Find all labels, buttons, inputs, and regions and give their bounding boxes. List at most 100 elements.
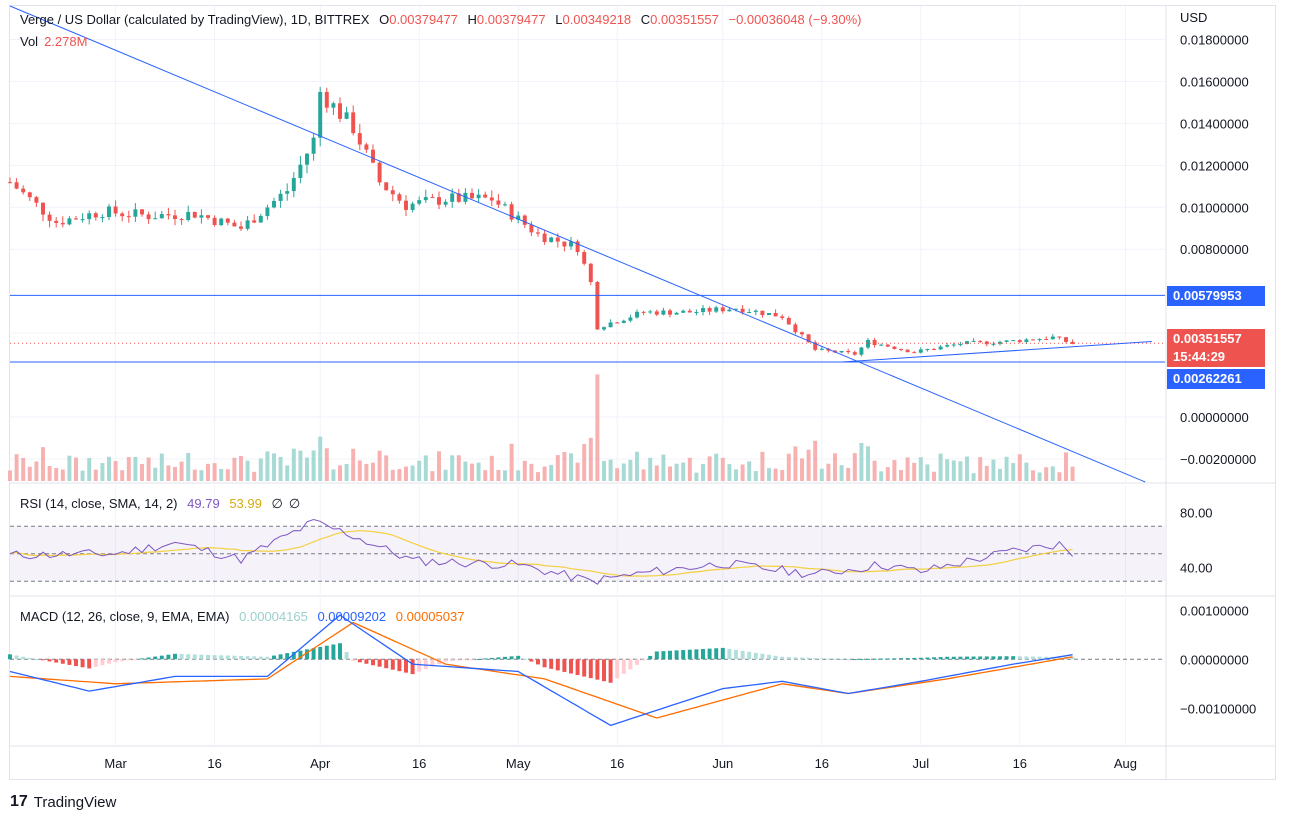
volume-bar — [410, 465, 415, 481]
macd-histogram-bar — [872, 658, 877, 660]
price-tick-label: 0.01800000 — [1180, 33, 1249, 48]
macd-histogram-bar — [344, 652, 349, 660]
volume-bar — [509, 443, 514, 481]
volume-bar — [357, 460, 362, 481]
macd-histogram-bar — [866, 658, 870, 660]
macd-histogram-bar — [780, 656, 785, 660]
volume-bar — [80, 470, 85, 481]
macd-histogram-bar — [331, 644, 336, 660]
candle — [800, 332, 804, 335]
candle — [542, 233, 547, 243]
candle — [1070, 341, 1075, 344]
close-value: C0.00351557 — [640, 12, 719, 27]
candle — [21, 188, 26, 193]
tradingview-brand[interactable]: 17 TradingView — [10, 793, 116, 811]
candle — [991, 343, 996, 345]
candle — [371, 149, 375, 163]
time-tick-label: Jun — [712, 756, 733, 771]
macd-histogram-bar — [423, 659, 428, 670]
volume-bar — [516, 470, 521, 481]
support-price-tag: 0.00262261 — [1167, 369, 1265, 389]
candle — [496, 200, 501, 205]
volume-bar — [1070, 466, 1075, 481]
candle — [1011, 340, 1016, 342]
candle — [41, 202, 45, 215]
candle — [509, 204, 514, 220]
candle — [707, 307, 712, 312]
volume-bar — [232, 457, 237, 481]
macd-histogram-bar — [206, 654, 210, 660]
price-tick-label: 0.01000000 — [1180, 200, 1249, 215]
volume-bar — [905, 457, 910, 481]
countdown-timer: 15:44:29 — [1173, 349, 1226, 364]
symbol-legend: Verge / US Dollar (calculated by Trading… — [20, 12, 867, 27]
volume-bar — [159, 453, 164, 481]
volume-bar — [463, 461, 468, 481]
volume-bar — [278, 456, 283, 481]
volume-bar — [146, 457, 151, 481]
candle — [437, 197, 441, 205]
rsi-value: 49.79 — [187, 496, 220, 511]
candle — [714, 307, 719, 312]
candle — [483, 194, 488, 198]
macd-histogram-bar — [470, 659, 474, 661]
candle — [575, 241, 580, 253]
volume-bar — [437, 451, 441, 481]
macd-histogram-bar — [925, 657, 930, 660]
macd-histogram-bar — [8, 654, 12, 660]
macd-histogram-bar — [740, 650, 745, 660]
macd-histogram-bar — [305, 649, 309, 660]
candle — [760, 310, 765, 316]
volume-bar — [140, 463, 144, 481]
macd-histogram-bar — [456, 659, 461, 661]
volume-bar — [192, 469, 197, 481]
macd-histogram-bar — [357, 659, 362, 663]
candle — [291, 177, 296, 192]
macd-histogram-bar — [476, 658, 481, 660]
candle — [641, 311, 646, 313]
candle — [978, 340, 983, 342]
macd-histogram-bar — [747, 651, 752, 660]
macd-histogram-bar — [800, 657, 804, 660]
macd-histogram-bar — [734, 649, 738, 660]
candle — [747, 312, 752, 314]
volume-bar — [635, 451, 639, 481]
macd-histogram-bar — [417, 659, 422, 672]
macd-histogram-bar — [971, 656, 976, 660]
volume-bar — [331, 469, 336, 481]
volume-bar — [615, 468, 620, 481]
volume-bar — [1050, 466, 1055, 481]
volume-bar — [654, 465, 659, 481]
volume-bar — [780, 470, 785, 481]
volume-bar — [707, 456, 712, 481]
volume-bar — [866, 446, 870, 481]
candle — [107, 206, 111, 218]
candle — [14, 182, 19, 189]
volume-bar — [14, 454, 19, 481]
macd-histogram-bar — [681, 650, 686, 660]
price-tick-label: −0.00200000 — [1180, 452, 1256, 467]
candle — [806, 334, 811, 343]
candle — [8, 182, 12, 184]
volume-bar — [582, 444, 587, 481]
macd-histogram-bar — [245, 656, 250, 660]
macd-histogram-bar — [516, 655, 521, 660]
volume-bar — [1057, 472, 1062, 481]
candle — [522, 215, 527, 225]
volume-bar — [8, 470, 12, 481]
volume-bar — [819, 468, 824, 481]
macd-histogram-bar — [562, 659, 567, 672]
tradingview-logo-icon: 17 — [10, 793, 28, 810]
candle — [1031, 339, 1035, 341]
macd-histogram-bar — [60, 659, 65, 664]
macd-histogram-bar — [833, 658, 837, 660]
volume-bar — [628, 459, 633, 481]
volume-bar — [100, 463, 105, 481]
candle — [27, 192, 32, 198]
macd-histogram-bar — [47, 659, 52, 662]
macd-histogram-bar — [951, 656, 956, 660]
volume-bar — [813, 440, 818, 481]
volume-bar — [938, 453, 943, 481]
macd-histogram-bar — [575, 659, 580, 676]
